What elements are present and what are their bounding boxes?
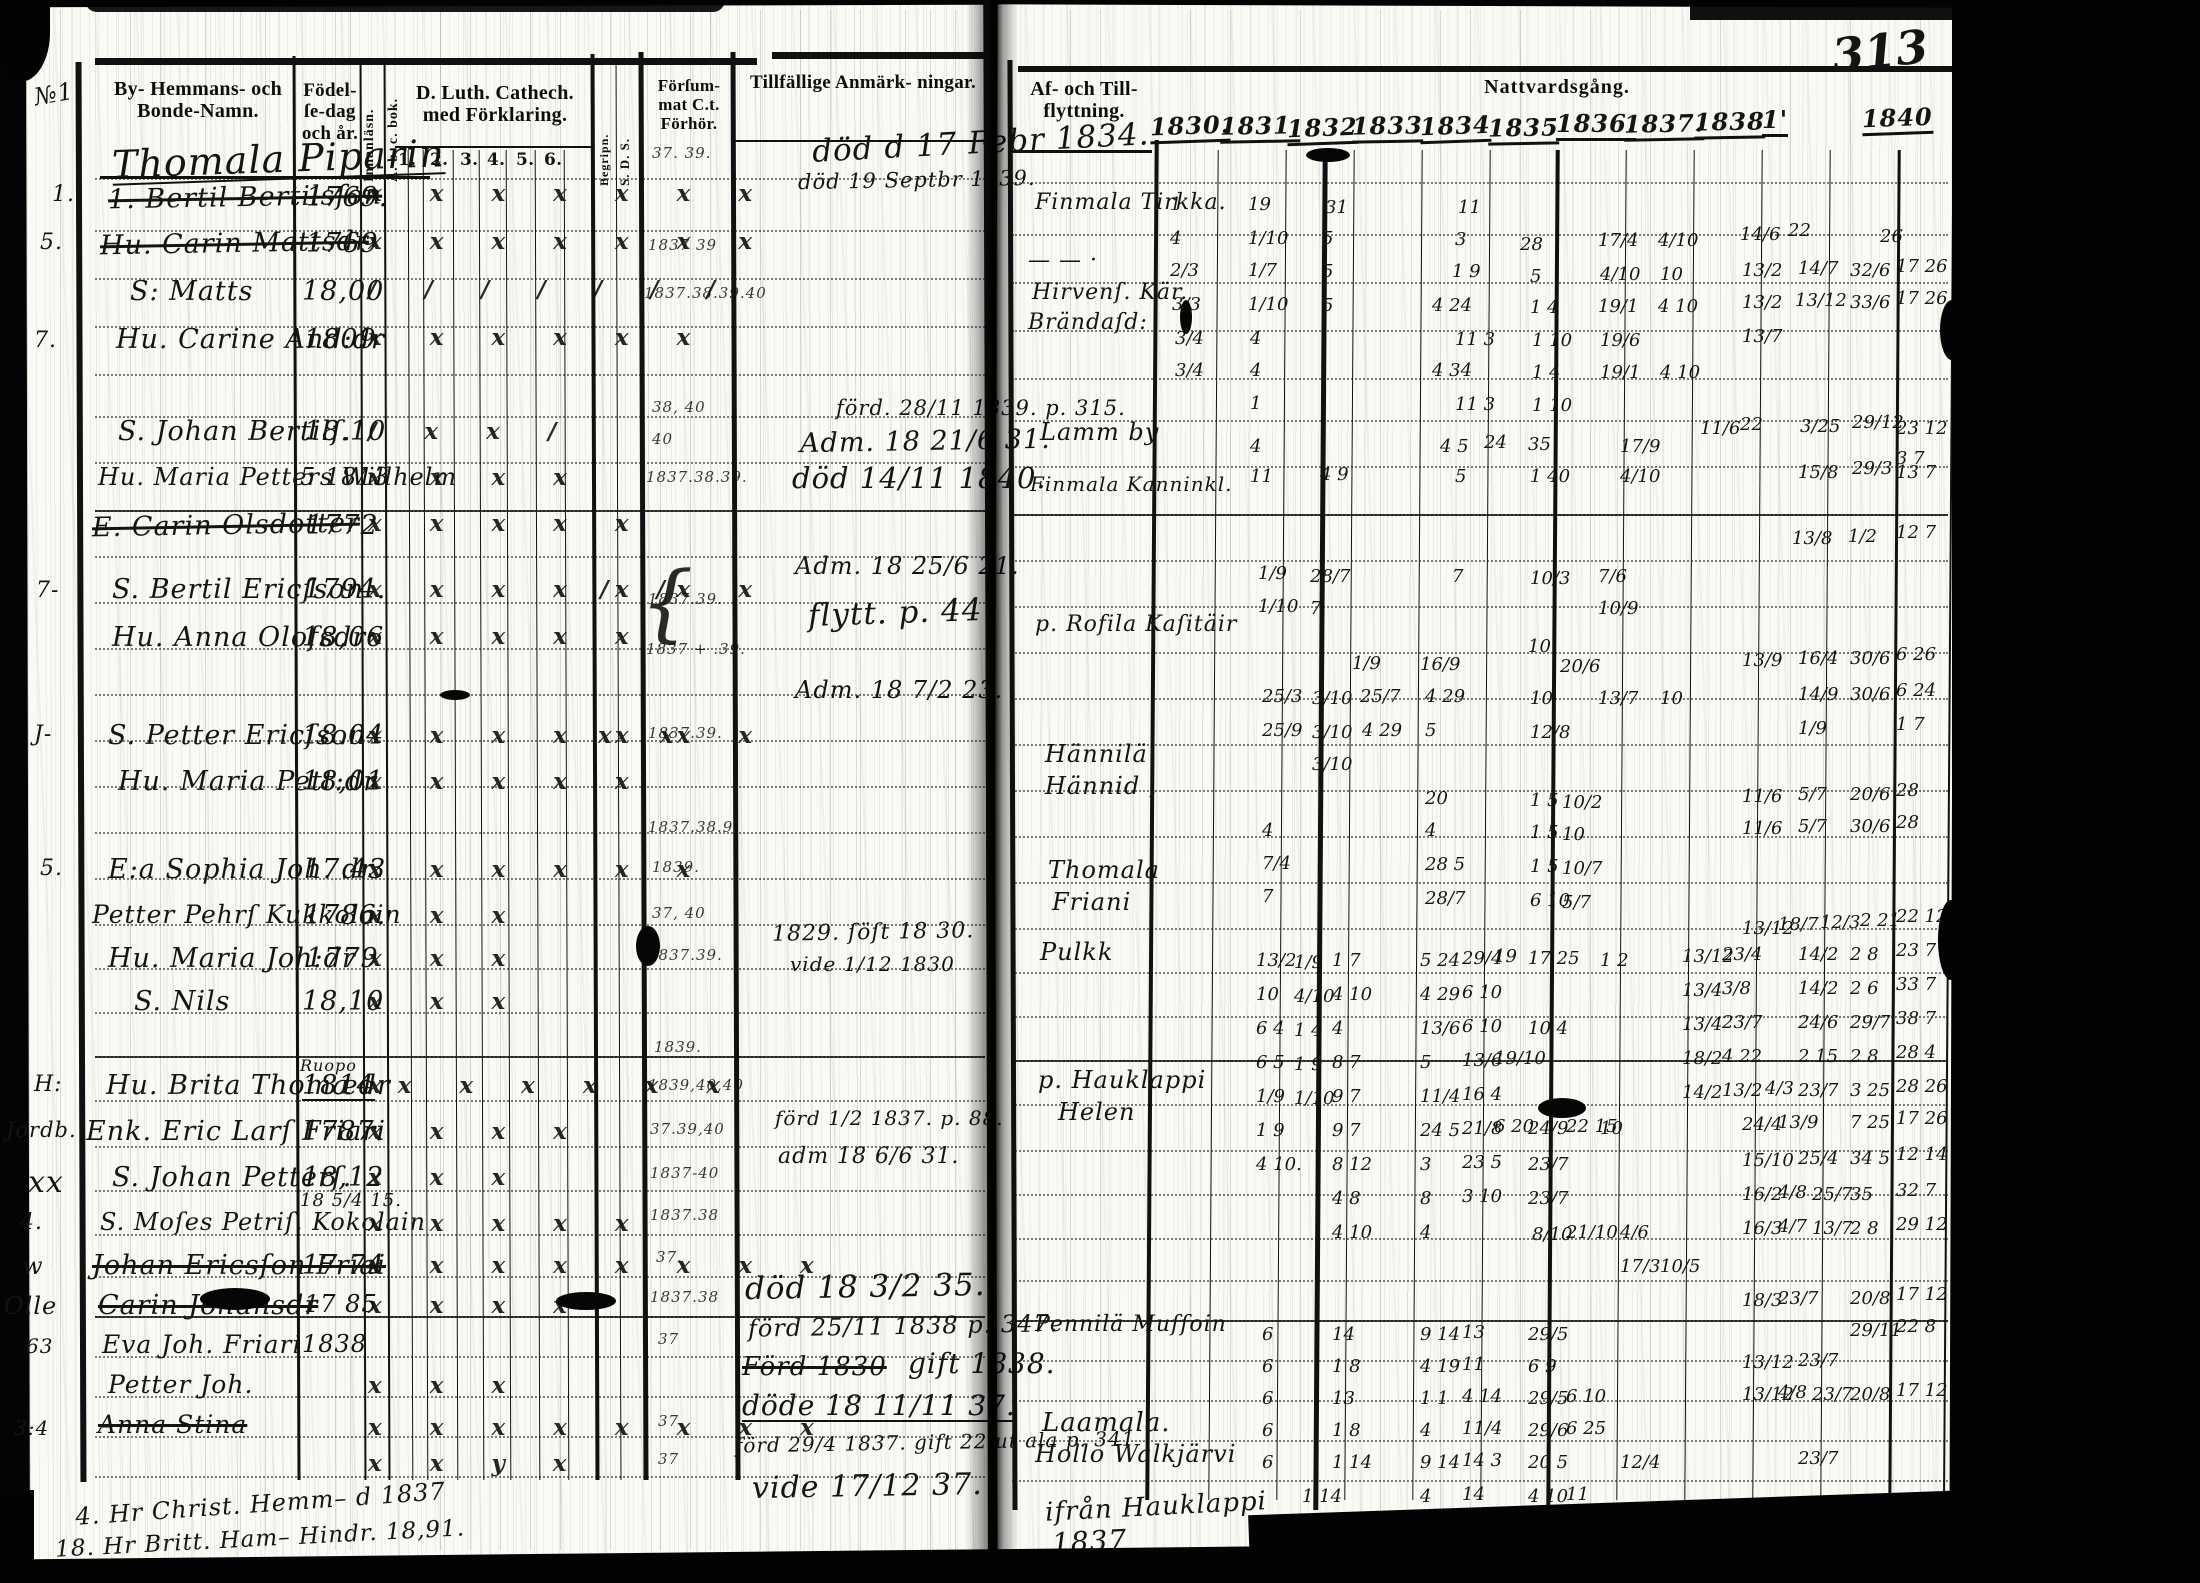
page-number: 313 (1829, 19, 1931, 83)
rule (1952, 0, 2200, 1583)
right-page (992, 4, 1955, 1576)
left-page (25, 4, 989, 1576)
